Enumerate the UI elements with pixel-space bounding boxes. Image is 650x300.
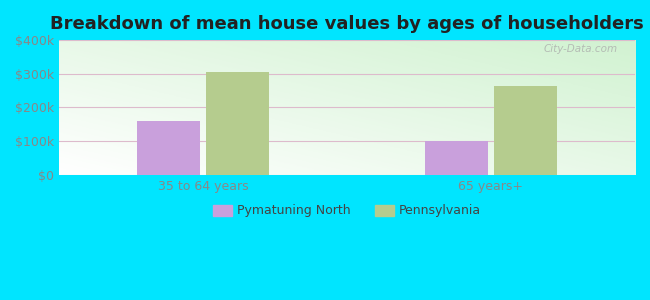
Bar <box>424 141 488 175</box>
Bar <box>206 72 269 175</box>
Title: Breakdown of mean house values by ages of householders: Breakdown of mean house values by ages o… <box>50 15 644 33</box>
Bar <box>136 121 200 175</box>
Legend: Pymatuning North, Pennsylvania: Pymatuning North, Pennsylvania <box>208 200 486 223</box>
Bar <box>494 85 557 175</box>
Text: City-Data.com: City-Data.com <box>543 44 618 54</box>
